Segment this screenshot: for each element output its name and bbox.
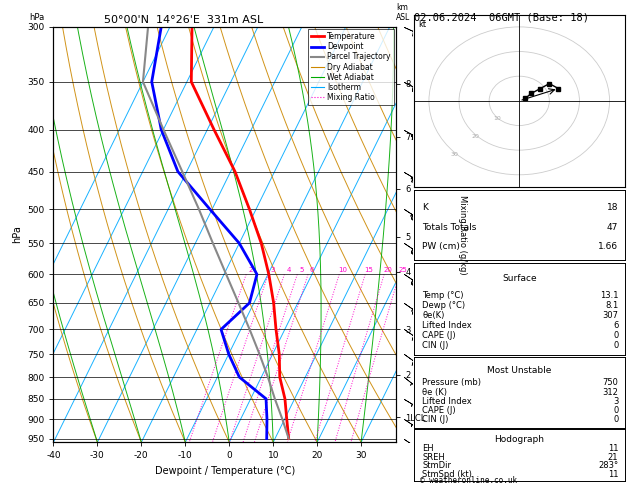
Text: 6: 6 (309, 267, 314, 273)
X-axis label: Dewpoint / Temperature (°C): Dewpoint / Temperature (°C) (155, 466, 295, 476)
Text: 21: 21 (608, 452, 618, 462)
Text: θe (K): θe (K) (422, 388, 447, 397)
Text: CIN (J): CIN (J) (422, 341, 448, 350)
Text: Mixing Ratio (g/kg): Mixing Ratio (g/kg) (458, 195, 467, 274)
Text: Totals Totals: Totals Totals (422, 223, 477, 232)
Text: 10: 10 (338, 267, 348, 273)
Text: PW (cm): PW (cm) (422, 242, 460, 251)
Text: 750: 750 (603, 379, 618, 387)
Legend: Temperature, Dewpoint, Parcel Trajectory, Dry Adiabat, Wet Adiabat, Isotherm, Mi: Temperature, Dewpoint, Parcel Trajectory… (308, 29, 394, 105)
Text: 13.1: 13.1 (600, 291, 618, 300)
Text: 283°: 283° (598, 461, 618, 470)
Text: CAPE (J): CAPE (J) (422, 406, 456, 415)
Text: 15: 15 (364, 267, 373, 273)
Text: Most Unstable: Most Unstable (487, 365, 552, 375)
Text: 6: 6 (613, 321, 618, 330)
Text: CAPE (J): CAPE (J) (422, 331, 456, 340)
Text: 47: 47 (607, 223, 618, 232)
Y-axis label: hPa: hPa (11, 226, 21, 243)
Text: 307: 307 (603, 311, 618, 320)
Text: 312: 312 (603, 388, 618, 397)
Text: 18: 18 (607, 203, 618, 212)
Text: 0: 0 (613, 341, 618, 350)
Text: θe(K): θe(K) (422, 311, 445, 320)
Text: 10: 10 (494, 116, 501, 121)
Text: CIN (J): CIN (J) (422, 415, 448, 424)
Text: Pressure (mb): Pressure (mb) (422, 379, 481, 387)
Text: 20: 20 (383, 267, 392, 273)
Text: Hodograph: Hodograph (494, 435, 544, 444)
Text: 0: 0 (613, 415, 618, 424)
Text: 3: 3 (270, 267, 274, 273)
Text: StmDir: StmDir (422, 461, 452, 470)
Text: Temp (°C): Temp (°C) (422, 291, 464, 300)
Text: K: K (422, 203, 428, 212)
Text: StmSpd (kt): StmSpd (kt) (422, 470, 472, 479)
Text: 3: 3 (613, 397, 618, 406)
Text: 20: 20 (472, 134, 480, 139)
Text: Lifted Index: Lifted Index (422, 397, 472, 406)
Text: 25: 25 (398, 267, 407, 273)
Text: hPa: hPa (30, 13, 45, 22)
Text: SREH: SREH (422, 452, 445, 462)
Text: © weatheronline.co.uk: © weatheronline.co.uk (420, 476, 517, 485)
Text: 0: 0 (613, 406, 618, 415)
Text: 4: 4 (286, 267, 291, 273)
Text: Dewp (°C): Dewp (°C) (422, 301, 465, 310)
Text: Lifted Index: Lifted Index (422, 321, 472, 330)
Text: 30: 30 (450, 152, 458, 156)
Text: km
ASL: km ASL (396, 3, 411, 22)
Text: 02.06.2024  06GMT (Base: 18): 02.06.2024 06GMT (Base: 18) (414, 12, 589, 22)
Text: 0: 0 (613, 331, 618, 340)
Text: 1.66: 1.66 (598, 242, 618, 251)
Text: EH: EH (422, 444, 434, 453)
Text: 5: 5 (299, 267, 303, 273)
Text: 11: 11 (608, 470, 618, 479)
Text: 2: 2 (248, 267, 252, 273)
Text: kt: kt (418, 20, 426, 29)
Title: 50°00'N  14°26'E  331m ASL: 50°00'N 14°26'E 331m ASL (104, 15, 264, 25)
Text: 8.1: 8.1 (605, 301, 618, 310)
Text: Surface: Surface (502, 275, 537, 283)
Text: 11: 11 (608, 444, 618, 453)
